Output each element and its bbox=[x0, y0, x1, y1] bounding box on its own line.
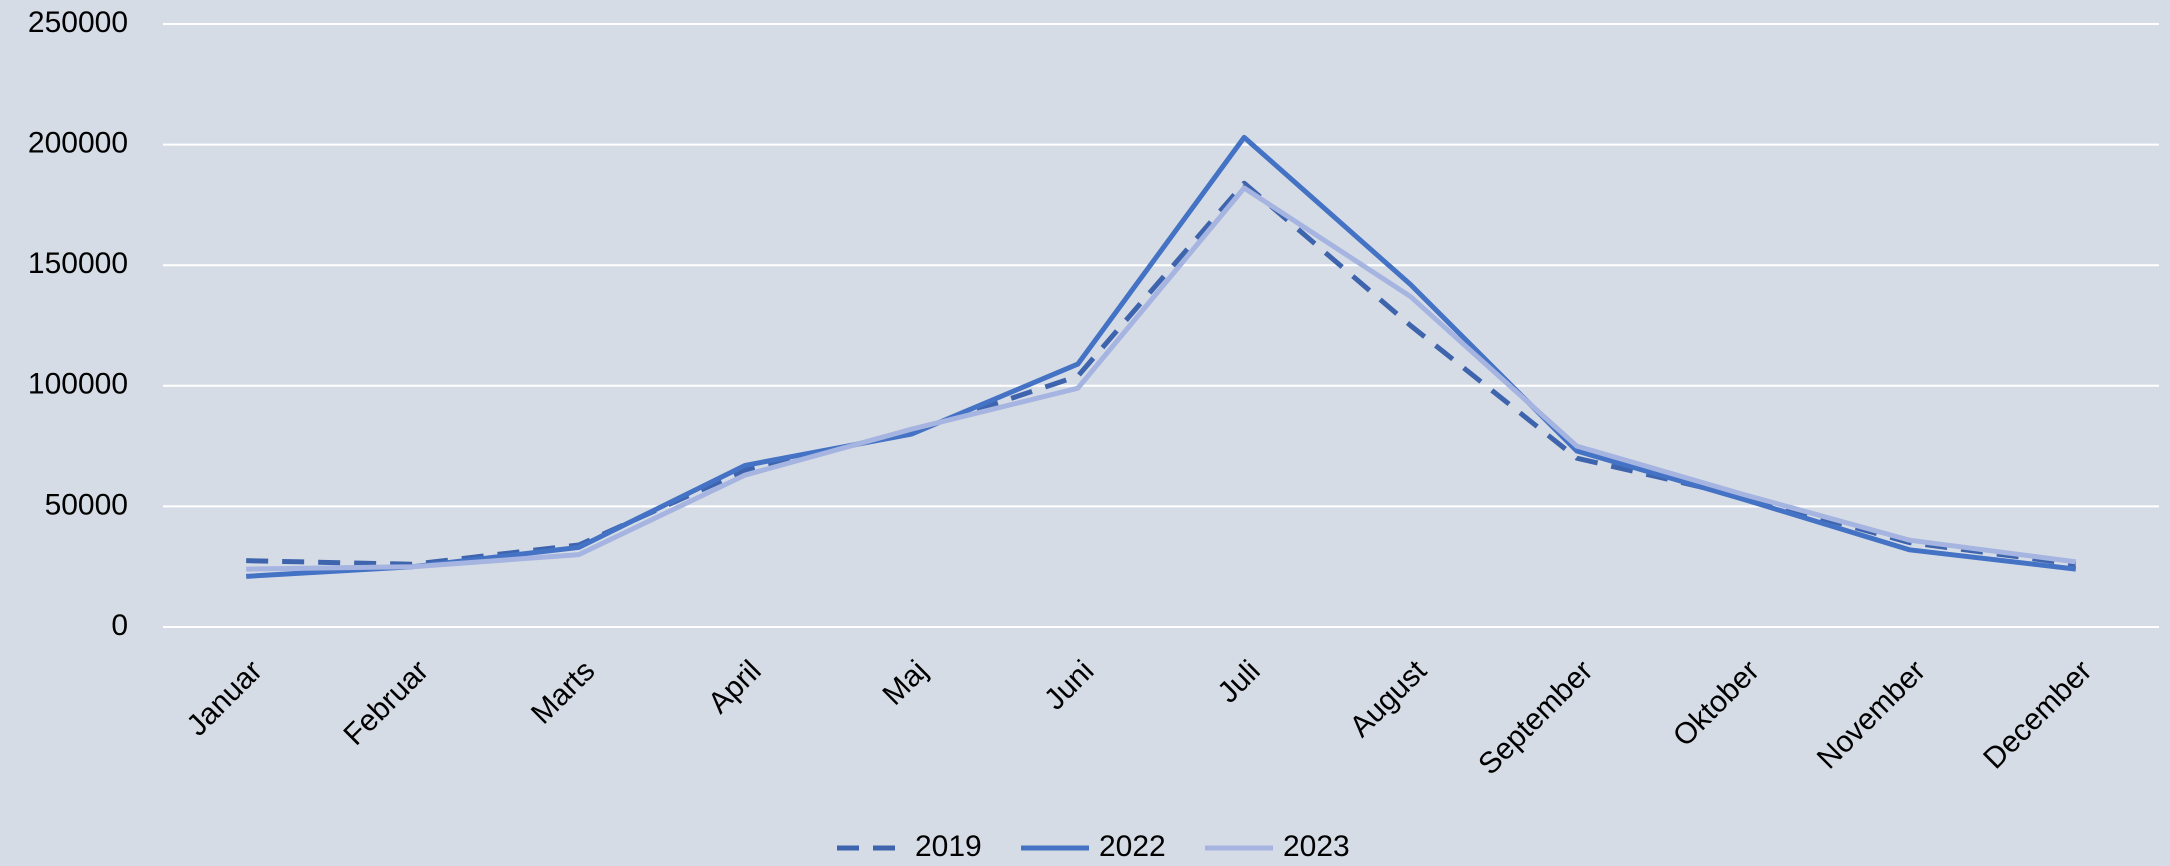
x-tick-label: Juni bbox=[1038, 654, 1100, 716]
y-tick-label: 200000 bbox=[28, 127, 128, 160]
legend-label: 2022 bbox=[1099, 830, 1166, 863]
x-tick-label: Januar bbox=[181, 654, 269, 742]
x-tick-label: November bbox=[1811, 654, 1932, 775]
x-tick-label: Marts bbox=[525, 654, 601, 730]
x-tick-label: Maj bbox=[877, 654, 935, 712]
y-tick-label: 150000 bbox=[28, 247, 128, 280]
y-tick-label: 50000 bbox=[45, 488, 128, 521]
y-tick-label: 250000 bbox=[28, 6, 128, 39]
x-tick-label: Juli bbox=[1212, 654, 1267, 709]
legend-label: 2023 bbox=[1283, 830, 1350, 863]
y-tick-label: 100000 bbox=[28, 368, 128, 401]
x-tick-label: August bbox=[1344, 654, 1434, 744]
x-tick-label: September bbox=[1472, 654, 1599, 781]
legend-label: 2019 bbox=[915, 830, 982, 863]
series-line bbox=[246, 185, 2077, 572]
x-tick-label: April bbox=[702, 654, 768, 720]
x-tick-label: Oktober bbox=[1667, 654, 1766, 753]
x-tick-label: December bbox=[1977, 654, 2098, 775]
series-line bbox=[246, 134, 2077, 579]
y-tick-label: 0 bbox=[111, 609, 128, 642]
x-tick-label: Februar bbox=[337, 654, 435, 752]
